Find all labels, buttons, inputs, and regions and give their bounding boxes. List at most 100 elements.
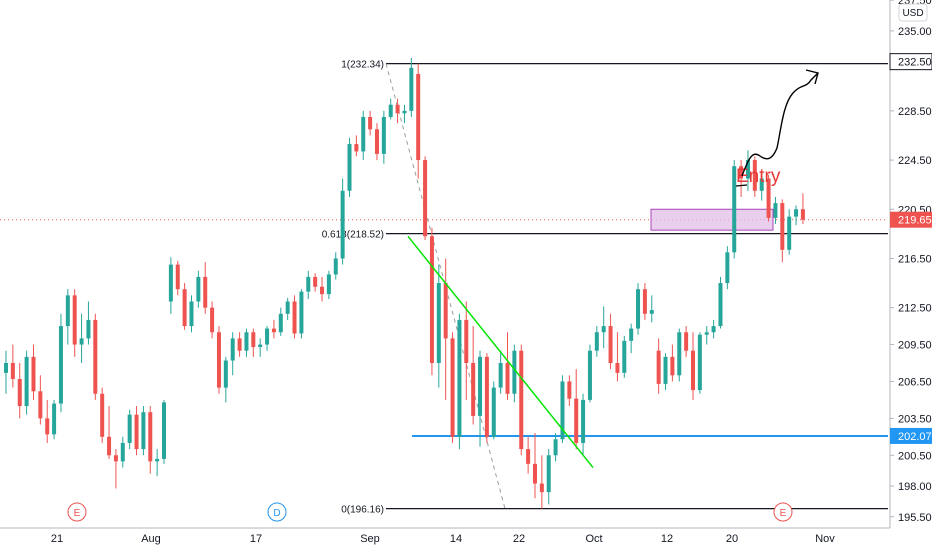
candle-body [127, 414, 132, 443]
candle-body [45, 418, 50, 435]
entry-label: Entry [736, 166, 781, 187]
candle-body [423, 160, 428, 237]
candle-body [615, 363, 620, 373]
candle-body [395, 104, 400, 114]
candle-body [361, 117, 366, 152]
x-tick-label: 20 [726, 533, 738, 545]
candle-body [17, 378, 22, 407]
candle-body [265, 328, 270, 345]
y-tick-label: 216.50 [898, 253, 932, 265]
candle-body [306, 276, 311, 292]
candle-body [107, 436, 112, 456]
candle-body [800, 209, 805, 220]
candle-body [162, 402, 167, 459]
y-axis-layer: 237.50235.00232.50228.50224.50220.50216.… [889, 0, 932, 524]
horizontal-lines-layer: 1(232.34) 0.618(218.52) 0(196.16) [0, 60, 888, 516]
candle-body [113, 455, 118, 462]
event-marker[interactable]: E [67, 502, 87, 522]
candle-body [251, 332, 256, 348]
candle-body [450, 338, 455, 437]
candle-body [155, 458, 160, 462]
candle-body [553, 439, 558, 456]
candle-body [24, 356, 29, 407]
projection-path [741, 72, 819, 177]
candle-body [594, 332, 599, 351]
candle-body [368, 117, 373, 130]
event-circle [67, 502, 87, 522]
candle-body [697, 334, 702, 391]
candle-body [608, 326, 613, 363]
candle-body [780, 203, 785, 250]
candle-body [237, 338, 242, 351]
chart-grid [0, 0, 891, 529]
candle-body [560, 381, 565, 440]
candle-body [629, 328, 634, 341]
y-tick-label: 206.50 [898, 376, 932, 388]
candle-body [313, 276, 318, 287]
downtrend-line [407, 235, 594, 469]
candle-body [196, 276, 201, 302]
x-tick-label: 21 [51, 533, 63, 545]
candle-body [374, 129, 379, 154]
candle-body [711, 326, 716, 333]
candle-body [278, 313, 283, 333]
entry-zone-layer [650, 208, 774, 231]
candle-body [478, 356, 483, 416]
price-tag [890, 427, 932, 444]
price-tag [890, 211, 932, 228]
candle-body [299, 291, 304, 334]
candle-body [677, 332, 682, 376]
entry-zone [650, 208, 774, 231]
y-tick-label: 198.00 [898, 481, 932, 493]
candles-layer [4, 57, 805, 509]
candle-body [670, 356, 675, 376]
candle-body [388, 104, 393, 117]
candle-body [292, 301, 297, 334]
y-tick-label: 228.50 [898, 106, 932, 118]
x-tick-label: 12 [661, 533, 673, 545]
candle-body [65, 295, 70, 327]
candle-body [574, 398, 579, 443]
candle-body [539, 483, 544, 493]
candle-body [526, 449, 531, 464]
event-marker[interactable]: E [773, 502, 793, 522]
x-tick-label: 17 [250, 533, 262, 545]
level-label: 0.618(218.52) [322, 230, 384, 241]
candle-body [134, 414, 139, 450]
candle-body [505, 363, 510, 394]
candle-body [230, 338, 235, 361]
candle-body [333, 258, 338, 275]
event-marker[interactable]: D [267, 502, 287, 522]
candle-body [759, 178, 764, 191]
candle-body [663, 356, 668, 384]
candle-body [601, 326, 606, 333]
candle-body [649, 310, 654, 314]
candle-body [223, 360, 228, 388]
candle-body [347, 144, 352, 191]
candle-body [718, 283, 723, 327]
candle-body [120, 442, 125, 462]
currency-badge [898, 3, 928, 22]
candle-body [216, 332, 221, 388]
candle-body [416, 73, 421, 161]
candle-body [189, 301, 194, 327]
candle-body [182, 289, 187, 327]
level-label: 0(196.16) [341, 505, 384, 516]
candle-body [72, 295, 77, 345]
candle-body [326, 274, 331, 295]
y-tick-label: 195.50 [898, 512, 932, 524]
candle-body [429, 236, 434, 363]
y-tick-label: 209.50 [898, 340, 932, 352]
annotation-layer: Entry [735, 69, 819, 187]
candle-body [546, 455, 551, 493]
candle-body [168, 264, 173, 302]
entry-underline [735, 184, 748, 187]
candle-body [766, 178, 771, 218]
event-label: D [273, 508, 280, 519]
candle-body [402, 110, 407, 114]
level-label: 1(232.34) [341, 60, 384, 71]
candle-body [636, 289, 641, 329]
